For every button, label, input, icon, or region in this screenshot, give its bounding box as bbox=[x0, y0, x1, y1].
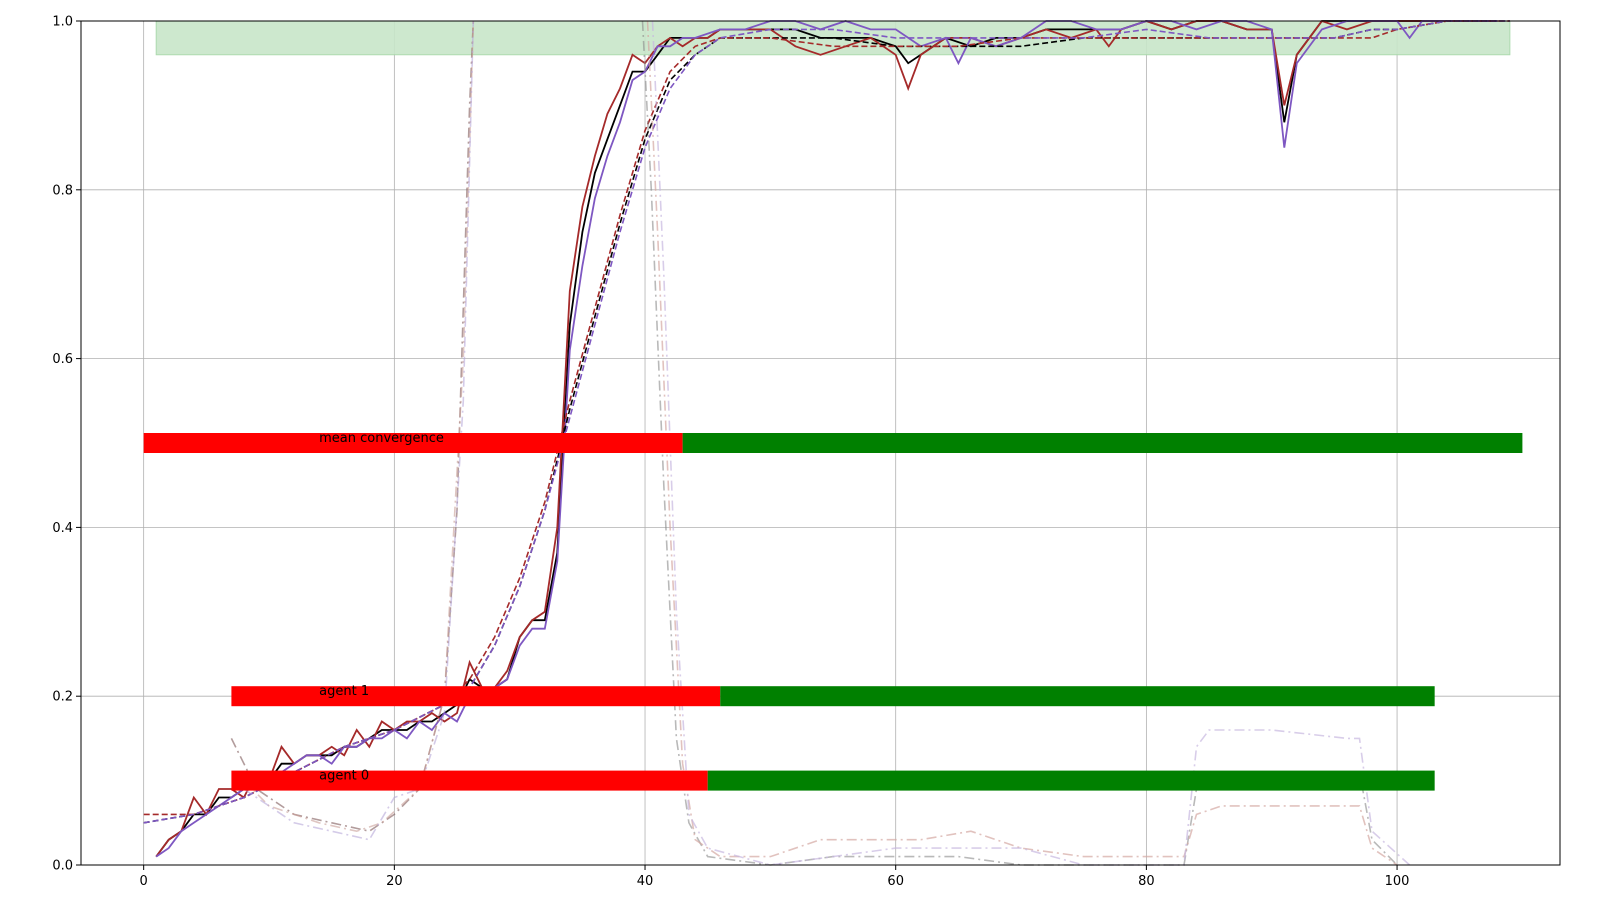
series-line-7 bbox=[243, 20, 475, 833]
y-tick-label: 0.0 bbox=[52, 859, 73, 874]
convergence-bar-red bbox=[231, 686, 721, 707]
convergence-bar-green bbox=[720, 686, 1435, 707]
axis-ticks: 0 20 40 60 80 100 0.0 0.2 0.4 0.6 0.8 1.0 bbox=[52, 15, 1409, 890]
series-line-8 bbox=[243, 20, 475, 841]
y-tick-label: 1.0 bbox=[52, 15, 73, 30]
convergence-bar-green bbox=[682, 433, 1523, 453]
plot-frame bbox=[80, 20, 1561, 866]
y-tick-label: 0.8 bbox=[52, 183, 73, 198]
series-line-11 bbox=[651, 20, 1411, 866]
y-tick-label: 0.2 bbox=[52, 690, 73, 705]
convergence-bar-red bbox=[231, 770, 708, 791]
x-tick-label: 40 bbox=[637, 874, 654, 889]
series-line-6 bbox=[230, 20, 475, 833]
convergence-bar-label: agent 0 bbox=[319, 769, 369, 784]
convergence-bar-green bbox=[707, 770, 1435, 791]
x-tick-label: 100 bbox=[1385, 874, 1410, 889]
y-tick-label: 0.4 bbox=[52, 521, 73, 536]
convergence-bar-red bbox=[143, 433, 683, 453]
convergence-bar-label: agent 1 bbox=[319, 684, 369, 699]
x-tick-label: 0 bbox=[140, 874, 148, 889]
series-lines bbox=[143, 19, 1510, 866]
y-tick-label: 0.6 bbox=[52, 352, 73, 367]
x-tick-label: 60 bbox=[887, 874, 904, 889]
convergence-bars: mean convergence agent 1 agent 0 bbox=[143, 431, 1523, 791]
series-line-5 bbox=[143, 20, 1510, 824]
convergence-bar-label: mean convergence bbox=[319, 431, 444, 446]
x-tick-label: 20 bbox=[386, 874, 403, 889]
x-tick-label: 80 bbox=[1138, 874, 1155, 889]
